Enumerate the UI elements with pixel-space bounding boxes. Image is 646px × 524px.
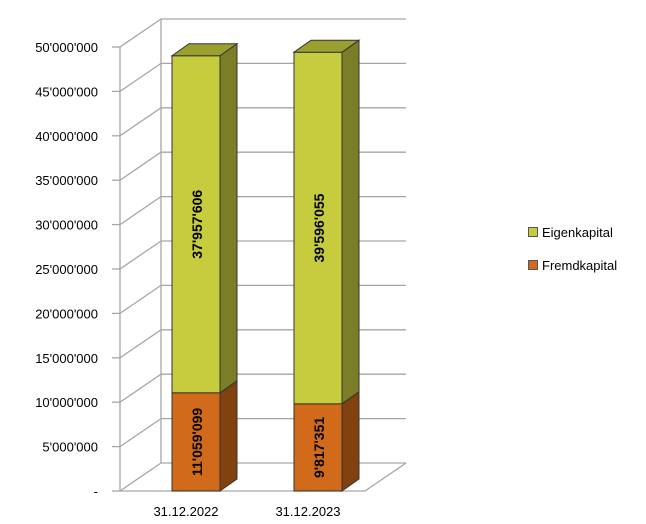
data-label: 9'817'351 (311, 417, 327, 478)
y-tick-label: 45'000'000 (35, 84, 98, 99)
gridline-side (119, 418, 162, 448)
chart-grid (119, 18, 407, 492)
y-tick-label: 40'000'000 (35, 129, 98, 144)
gridline-side (119, 284, 162, 314)
eigenkapital-bar-31-12-2022-top (170, 43, 239, 57)
gridline-side (119, 107, 162, 137)
y-tick-label: 30'000'000 (35, 218, 98, 233)
legend-label-fremdkapital: Fremdkapital (542, 257, 618, 273)
gridline-side (119, 240, 162, 270)
legend-swatch-fremdkapital (528, 260, 538, 270)
fremdkapital-bar-31-12-2022 (171, 379, 238, 492)
x-axis: 31.12.2022 31.12.2023 (153, 504, 340, 519)
gridline-side (119, 62, 162, 92)
eigenkapital-bar-31-12-2023 (292, 39, 361, 405)
chart-bars: 11'059'099 37'957'606 9'817'351 39'596'055 (170, 39, 361, 492)
y-tick-label: 15'000'000 (35, 351, 98, 366)
x-tick-label: 31.12.2022 (153, 504, 218, 519)
legend-item-eigenkapital: Eigenkapital (528, 222, 617, 242)
y-tick-label: 50'000'000 (35, 40, 98, 55)
x-tick-label: 31.12.2023 (275, 504, 340, 519)
y-tick-label: 25'000'000 (35, 262, 98, 277)
y-tick-label: 35'000'000 (35, 173, 98, 188)
y-tick-label: 5'000'000 (42, 440, 98, 455)
y-tick-label: 20'000'000 (35, 306, 98, 321)
fremdkapital-bar-31-12-2023-side (341, 390, 360, 492)
eigenkapital-bar-31-12-2022 (170, 42, 239, 394)
fremdkapital-bar-31-12-2022-side (219, 379, 238, 492)
y-tick-label: - (94, 484, 98, 499)
legend-label-eigenkapital: Eigenkapital (542, 224, 613, 240)
fremdkapital-bar-31-12-2022-front (171, 392, 221, 492)
gridline-side (119, 373, 162, 403)
floor-edge (120, 462, 407, 492)
gridline-side (119, 329, 162, 359)
gridline-side (119, 18, 162, 48)
y-tick-label: 10'000'000 (35, 395, 98, 410)
y-axis: - 5'000'000 10'000'000 15'000'000 20'000'000… (35, 40, 120, 499)
data-label: 37'957'606 (189, 190, 205, 259)
eigenkapital-bar-31-12-2023-top (292, 39, 361, 53)
legend-swatch-eigenkapital (528, 227, 538, 237)
legend-item-fremdkapital: Fremdkapital (528, 255, 617, 275)
data-label: 39'596'055 (311, 193, 327, 262)
gridline-side (119, 462, 162, 492)
eigenkapital-bar-31-12-2023-side (341, 39, 360, 405)
chart-legend: Eigenkapital Fremdkapital (528, 222, 617, 288)
eigenkapital-bar-31-12-2023-front (293, 51, 343, 405)
eigenkapital-bar-31-12-2022-front (171, 55, 221, 394)
gridline-side (119, 151, 162, 181)
gridline-side (119, 196, 162, 226)
eigenkapital-bar-31-12-2022-side (219, 42, 238, 394)
data-label: 11'059'099 (189, 408, 205, 476)
